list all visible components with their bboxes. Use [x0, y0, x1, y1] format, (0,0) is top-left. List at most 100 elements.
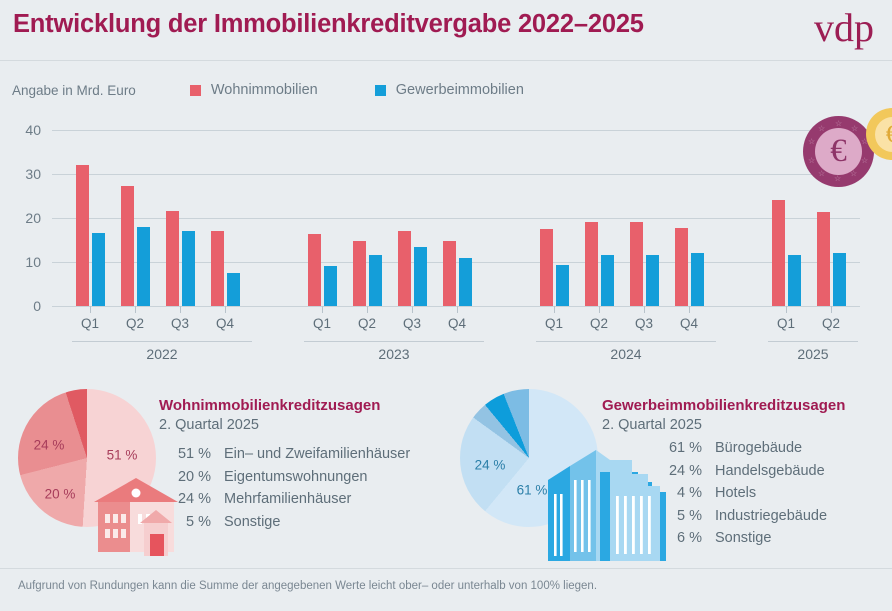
x-axis-tick: [135, 306, 136, 313]
bar-residential-2023-Q1: [308, 234, 321, 306]
pie-title-gewerbeimmobilien: Gewerbeimmobilienkreditzusagen: [602, 397, 846, 414]
year-label-2025: 2025: [797, 346, 829, 362]
x-axis-label-2024-Q1: Q1: [544, 316, 564, 331]
chart-legend: Angabe in Mrd. Euro Wohnimmobilien Gewer…: [12, 82, 581, 98]
bar-residential-2023-Q3: [398, 231, 411, 306]
bar-commercial-2023-Q4: [459, 258, 472, 306]
x-axis-label-2022-Q3: Q3: [170, 316, 190, 331]
bar-commercial-2022-Q2: [137, 226, 150, 306]
euro-symbol-purple: €: [815, 128, 862, 175]
bar-residential-2023-Q2: [353, 240, 366, 306]
bar-commercial-2024-Q1: [556, 265, 569, 306]
header-divider: [0, 60, 892, 61]
list-item: 61 % Bürogebäude: [660, 440, 827, 463]
x-axis-label-2024-Q2: Q2: [589, 316, 609, 331]
bar-residential-2022-Q4: [211, 231, 224, 306]
chart-gridline: [52, 174, 860, 175]
bar-group-2024: Q1 Q2 Q3 Q4: [536, 130, 716, 331]
list-item: 5 % Industriegebäude: [660, 508, 827, 531]
list-item: 5 % Sonstige: [169, 514, 410, 537]
bar-commercial-2024-Q4: [691, 252, 704, 306]
bar-pair-2024-Q1: [540, 130, 569, 306]
list-item: 20 % Eigentumswohnungen: [169, 469, 410, 492]
bar-commercial-2024-Q3: [646, 254, 659, 306]
footer-divider: [0, 568, 892, 569]
breakdown-pct: 61 %: [668, 440, 702, 456]
bar-pair-2023-Q4: [443, 130, 472, 306]
bar-pair-2022-Q3: [166, 130, 195, 306]
pie-subtitle-wohnimmobilien: 2. Quartal 2025: [159, 417, 259, 433]
bar-residential-2024-Q4: [675, 227, 688, 306]
bar-group-2025: Q1 Q2: [768, 130, 858, 331]
bar-chart: 0 10 20 30 40 Q1 Q2 Q3 Q4 2022 Q1 Q2 Q3 Q4 2023 Q1 Q2 Q3 Q…: [0, 118, 892, 362]
breakdown-pct: 6 %: [677, 530, 702, 546]
year-underline-2025: [768, 341, 858, 342]
bar-commercial-2025-Q2: [833, 252, 846, 306]
bar-pair-2023-Q2: [353, 130, 382, 306]
year-label-2022: 2022: [146, 346, 178, 362]
vdp-logo: vdp: [814, 5, 874, 50]
breakdown-name: Hotels: [715, 485, 757, 501]
bar-pair-2022-Q4: [211, 130, 240, 306]
pie-slice-label: 61 %: [516, 482, 548, 498]
bar-commercial-2022-Q1: [92, 232, 105, 306]
year-underline-2022: [72, 341, 252, 342]
legend-swatch-icon-commercial: [374, 84, 386, 96]
pie-slice-label: 20 %: [44, 486, 76, 502]
bar-residential-2023-Q4: [443, 240, 456, 306]
list-item: 24 % Handelsgebäude: [660, 463, 827, 486]
breakdown-name: Sonstige: [224, 513, 281, 530]
x-axis-label-2022-Q2: Q2: [125, 316, 145, 331]
bar-commercial-2023-Q3: [414, 246, 427, 306]
bar-residential-2022-Q2: [121, 185, 134, 306]
x-axis-tick: [786, 306, 787, 313]
page-title: Entwicklung der Immobilienkreditvergabe …: [13, 10, 644, 38]
x-axis-tick: [457, 306, 458, 313]
x-axis-label-2023-Q3: Q3: [402, 316, 422, 331]
pie-subtitle-gewerbeimmobilien: 2. Quartal 2025: [602, 417, 702, 433]
bar-pair-2024-Q3: [630, 130, 659, 306]
bar-residential-2022-Q3: [166, 211, 179, 306]
chart-gridline: [52, 218, 860, 219]
x-axis-tick: [554, 306, 555, 313]
house-illustration-icon: [92, 476, 212, 556]
list-item: 51 % Ein– und Zweifamilienhäuser: [169, 446, 410, 469]
bar-residential-2024-Q3: [630, 221, 643, 306]
bar-pair-2022-Q1: [76, 130, 105, 306]
x-axis-tick: [322, 306, 323, 313]
x-axis-label-2023-Q4: Q4: [447, 316, 467, 331]
year-underline-2024: [536, 341, 716, 342]
legend-item-wohnimmobilien: Wohnimmobilien: [189, 82, 318, 98]
bar-pair-2024-Q2: [585, 130, 614, 306]
bar-commercial-2022-Q4: [227, 273, 240, 306]
euro-coin-purple-icon: ☆ ☆ ☆ ☆ ☆ ☆ ☆ ☆ ☆ ☆ €: [803, 116, 874, 187]
breakdown-pct: 24 %: [177, 491, 211, 507]
x-axis-tick: [831, 306, 832, 313]
bar-pair-2023-Q3: [398, 130, 427, 306]
legend-label-residential: Wohnimmobilien: [210, 82, 318, 98]
x-axis-tick: [599, 306, 600, 313]
breakdown-pct: 51 %: [177, 446, 211, 462]
x-axis-tick: [644, 306, 645, 313]
chart-gridline: [52, 130, 860, 131]
x-axis-label-2023-Q2: Q2: [357, 316, 377, 331]
x-axis-label-2022-Q1: Q1: [80, 316, 100, 331]
breakdown-list-gewerbeimmobilien: 61 % Bürogebäude 24 % Handelsgebäude 4 %…: [660, 440, 827, 553]
bar-group-2022: Q1 Q2 Q3 Q4: [72, 130, 252, 331]
bar-residential-2024-Q2: [585, 222, 598, 306]
breakdown-pct: 4 %: [677, 485, 702, 501]
x-axis-tick: [412, 306, 413, 313]
x-axis-label-2025-Q1: Q1: [776, 316, 796, 331]
bar-group-2023: Q1 Q2 Q3 Q4: [304, 130, 484, 331]
legend-item-gewerbeimmobilien: Gewerbeimmobilien: [374, 82, 524, 98]
breakdown-pct: 24 %: [668, 462, 702, 479]
year-label-2024: 2024: [610, 346, 642, 362]
bar-commercial-2025-Q1: [788, 255, 801, 306]
list-item: 24 % Mehrfamilienhäuser: [169, 491, 410, 514]
bar-commercial-2023-Q1: [324, 265, 337, 306]
x-axis-label-2022-Q4: Q4: [215, 316, 235, 331]
x-axis-tick: [689, 306, 690, 313]
x-axis-label-2025-Q2: Q2: [821, 316, 841, 331]
breakdown-pct: 20 %: [177, 468, 211, 485]
x-axis-label-2023-Q1: Q1: [312, 316, 332, 331]
